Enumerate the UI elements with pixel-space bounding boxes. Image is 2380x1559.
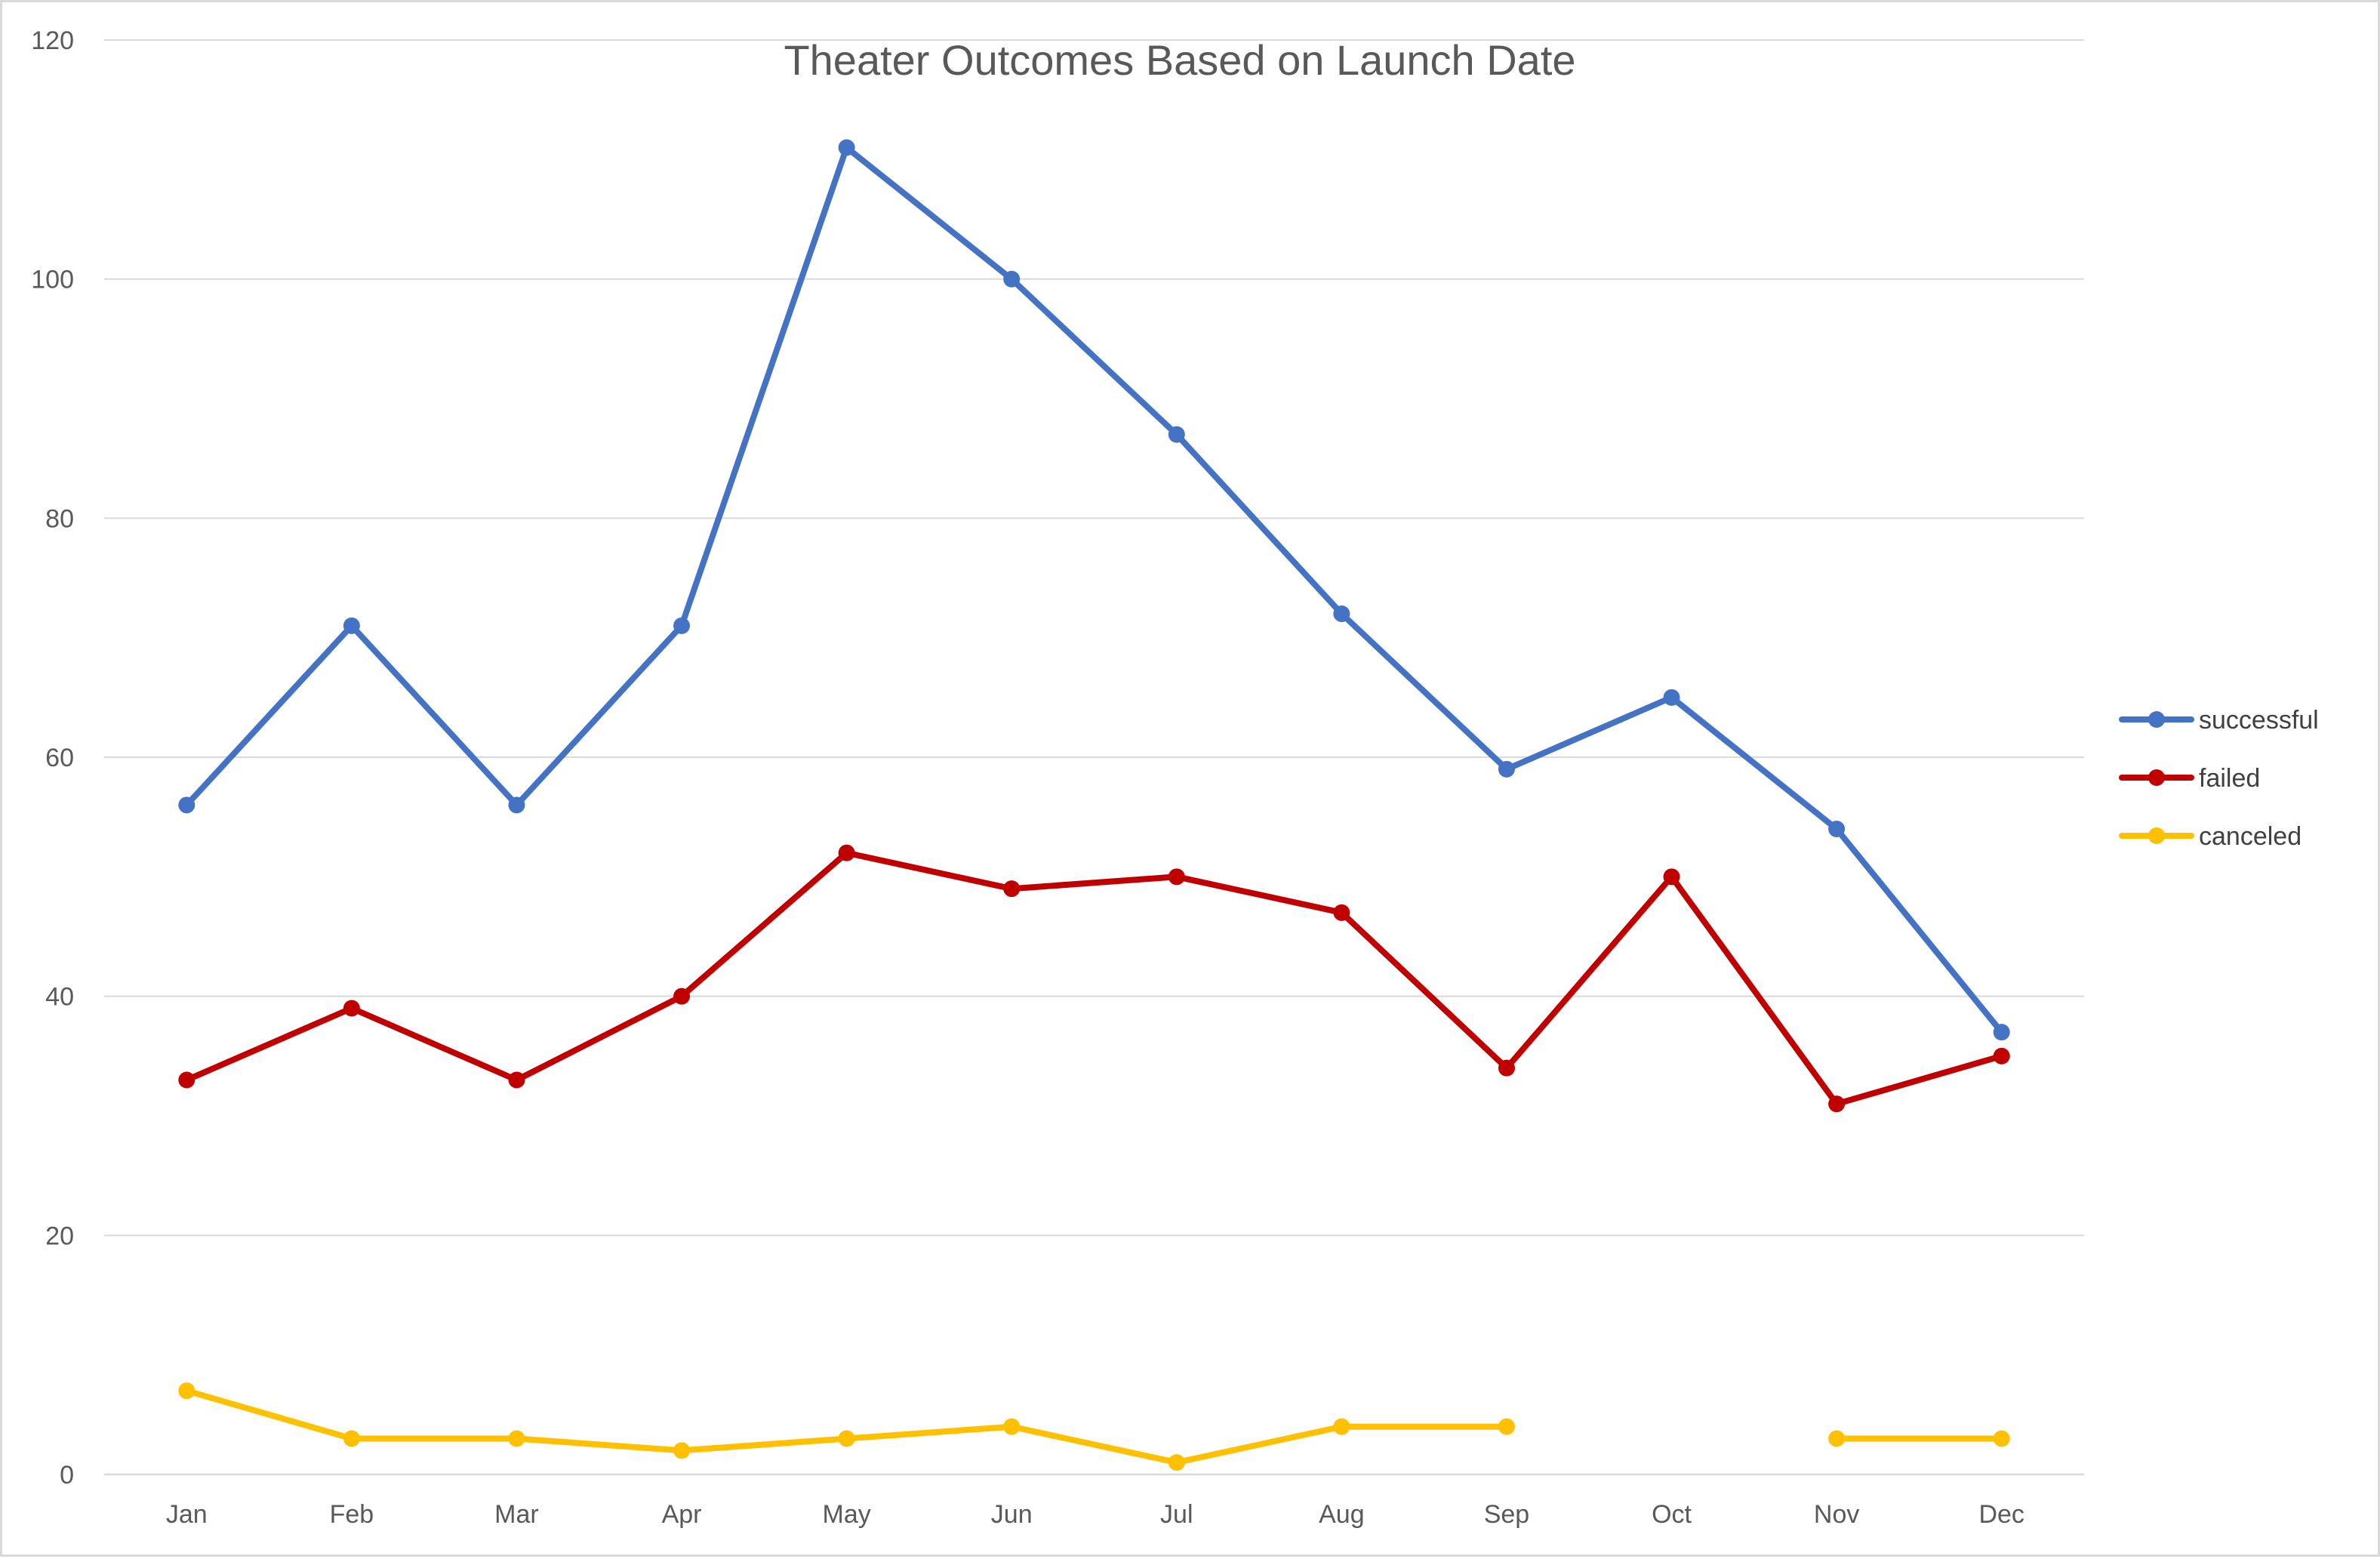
y-tick-label: 120: [31, 26, 74, 55]
data-point-failed-sep: [1498, 1059, 1515, 1077]
data-point-successful-dec: [1993, 1024, 2010, 1041]
x-tick-label: Aug: [1319, 1500, 1365, 1529]
data-point-failed-aug: [1333, 904, 1350, 921]
data-point-failed-nov: [1828, 1095, 1846, 1113]
data-point-successful-nov: [1828, 821, 1846, 837]
data-point-successful-may: [838, 139, 855, 156]
series-successful: [178, 139, 2010, 1041]
y-tick-label: 100: [31, 266, 74, 294]
x-tick-label: Apr: [662, 1500, 702, 1529]
legend-label: successful: [2199, 706, 2319, 735]
data-point-failed-jan: [178, 1071, 196, 1089]
data-point-successful-jan: [178, 796, 196, 814]
series-canceled: [178, 1382, 2010, 1471]
data-point-failed-mar: [508, 1071, 525, 1089]
data-point-canceled-apr: [673, 1442, 691, 1459]
x-tick-label: May: [823, 1500, 871, 1529]
data-point-successful-jun: [1003, 270, 1021, 288]
data-point-canceled-jun: [1003, 1418, 1021, 1435]
data-point-failed-may: [838, 844, 855, 861]
data-point-successful-jul: [1168, 426, 1185, 443]
data-point-canceled-feb: [343, 1430, 360, 1447]
data-point-failed-feb: [343, 1000, 360, 1017]
legend: successful failed canceled: [2119, 706, 2319, 851]
data-point-successful-feb: [343, 617, 360, 634]
series-line-successful: [183, 144, 2005, 1036]
legend-swatch-marker: [2148, 769, 2165, 786]
data-point-canceled-sep: [1498, 1418, 1515, 1435]
data-point-canceled-jan: [178, 1382, 196, 1400]
y-axis-tick-labels: 0 20 40 60 80 100 120: [31, 26, 74, 1490]
y-tick-label: 60: [45, 744, 74, 772]
chart-title: Theater Outcomes Based on Launch Date: [784, 36, 1575, 84]
data-point-successful-sep: [1498, 760, 1515, 778]
data-point-canceled-nov: [1828, 1430, 1846, 1447]
data-point-canceled-dec: [1993, 1430, 2010, 1447]
x-tick-label: Jan: [166, 1500, 208, 1529]
data-point-successful-oct: [1663, 689, 1680, 706]
legend-label: canceled: [2199, 822, 2301, 851]
x-axis-tick-labels: Jan Feb Mar Apr May Jun Jul Aug Sep Oct Nov Dec: [166, 1500, 2024, 1529]
data-point-failed-oct: [1663, 868, 1680, 886]
data-point-failed-jun: [1003, 880, 1021, 898]
data-point-canceled-aug: [1333, 1418, 1350, 1435]
gridlines: [104, 39, 2084, 1237]
series-line-failed: [183, 849, 2005, 1108]
y-tick-label: 40: [45, 983, 74, 1012]
data-point-successful-apr: [673, 617, 691, 634]
data-point-successful-mar: [508, 796, 525, 814]
x-tick-label: Nov: [1814, 1500, 1859, 1529]
x-tick-label: Mar: [494, 1500, 539, 1529]
legend-swatch-marker: [2148, 827, 2165, 844]
series-failed: [178, 844, 2010, 1113]
data-point-canceled-mar: [508, 1430, 525, 1447]
data-point-failed-dec: [1993, 1047, 2010, 1064]
legend-label: failed: [2199, 764, 2260, 793]
y-tick-label: 0: [60, 1461, 74, 1490]
x-tick-label: Dec: [1978, 1500, 2024, 1529]
x-tick-label: Jun: [991, 1500, 1033, 1529]
data-point-canceled-may: [838, 1430, 855, 1447]
y-tick-label: 20: [45, 1222, 74, 1250]
x-tick-label: Oct: [1652, 1500, 1692, 1529]
data-point-successful-aug: [1333, 605, 1350, 622]
series-line-canceled: [183, 1388, 2005, 1466]
series-lines: [178, 139, 2010, 1471]
x-tick-label: Feb: [330, 1500, 374, 1529]
legend-swatch-marker: [2148, 711, 2165, 728]
x-tick-label: Jul: [1160, 1500, 1193, 1529]
legend-item-canceled: canceled: [2119, 822, 2301, 851]
data-point-failed-apr: [673, 987, 691, 1005]
y-tick-label: 80: [45, 504, 74, 533]
legend-item-failed: failed: [2119, 764, 2260, 793]
data-point-canceled-jul: [1168, 1454, 1185, 1471]
legend-item-successful: successful: [2119, 706, 2319, 735]
x-tick-label: Sep: [1484, 1500, 1530, 1529]
data-point-failed-jul: [1168, 868, 1185, 886]
